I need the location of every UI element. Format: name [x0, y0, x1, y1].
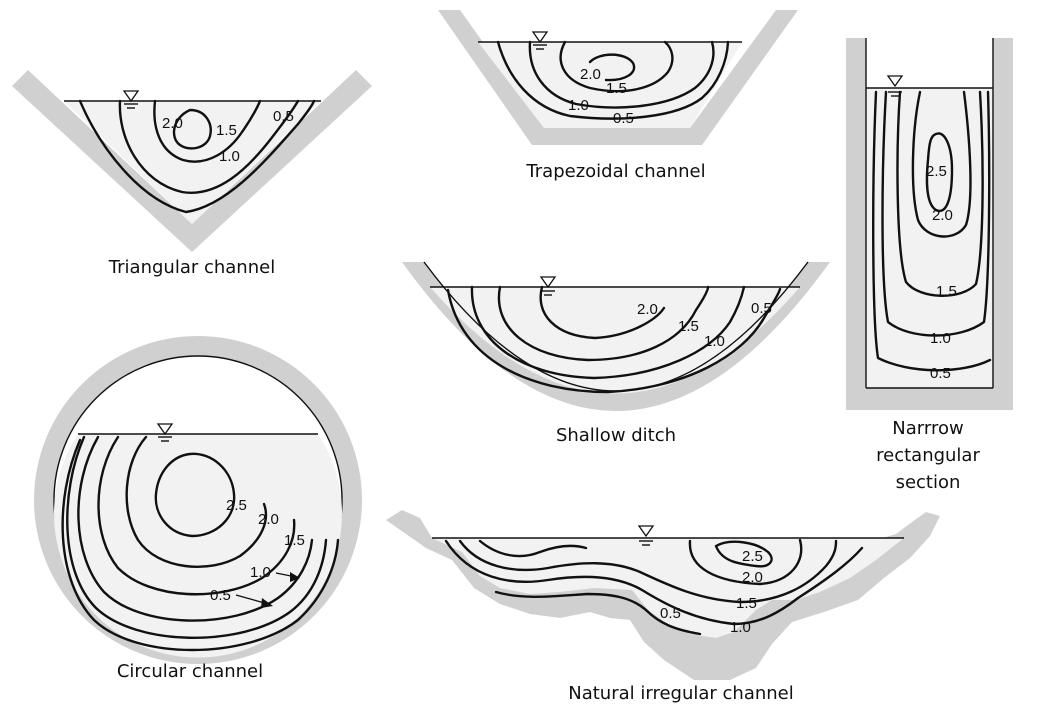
natural-label-1-0: 1.0: [730, 619, 751, 636]
trapezoidal-isovel-1-0: [528, 40, 715, 109]
narrow-isovel-0-5: [872, 90, 992, 372]
triangular-label-1-5: 1.5: [216, 122, 237, 139]
trapezoidal-label-1-5: 1.5: [606, 80, 627, 97]
narrow-caption-line-1: Narrrow: [892, 418, 963, 439]
shallow-caption: Shallow ditch: [556, 425, 676, 446]
triangular-isovel-1-0: [118, 99, 300, 194]
triangular-isovel-2-0: [172, 108, 212, 150]
water-level-icon: [886, 75, 904, 97]
narrow-isovel-2-5: [925, 132, 954, 213]
shallow-isovel-1-5: [497, 285, 710, 362]
triangular-channel: 2.0 1.5 1.0 0.5 Triangular channel: [12, 70, 372, 278]
trapezoidal-caption: Trapezoidal channel: [525, 161, 705, 182]
shallow-isovel-0-5: [446, 287, 782, 394]
trapezoidal-label-0-5: 0.5: [613, 110, 634, 127]
shallow-isovel-1-0: [470, 285, 746, 380]
trapezoidal-channel: 2.0 1.5 1.0 0.5 Trapezoidal channel: [438, 10, 798, 182]
trapezoidal-isovel-1-5: [559, 40, 674, 93]
narrow-rectangular-section: 2.5 2.0 1.5 1.0 0.5 Narrrow rectangular …: [846, 36, 1013, 493]
shallow-ditch: 2.0 1.5 1.0 0.5 Shallow ditch: [402, 261, 830, 446]
natural-isovel-0-5: [494, 590, 702, 636]
trapezoidal-label-2-0: 2.0: [580, 66, 601, 83]
circular-caption: Circular channel: [117, 661, 263, 682]
shallow-label-1-0: 1.0: [704, 333, 725, 350]
water-level-icon: [156, 423, 174, 442]
triangular-caption: Triangular channel: [108, 257, 275, 278]
natural-label-0-5: 0.5: [660, 605, 681, 622]
circular-isovel-outer: [61, 438, 340, 652]
water-level-icon: [122, 90, 140, 109]
narrow-label-1-5: 1.5: [936, 283, 957, 300]
triangular-label-2-0: 2.0: [162, 115, 183, 132]
trapezoidal-label-1-0: 1.0: [568, 97, 589, 114]
trapezoidal-isovel-0-5: [496, 40, 730, 120]
narrow-caption-line-2: rectangular: [876, 445, 980, 466]
narrow-section-water: [866, 88, 993, 388]
natural-isovel-2-0-b: [478, 539, 588, 558]
natural-channel-water: [432, 538, 904, 638]
narrow-label-2-0: 2.0: [932, 207, 953, 224]
narrow-label-0-5: 0.5: [930, 365, 951, 382]
narrow-label-2-5: 2.5: [926, 163, 947, 180]
triangular-isovel-0-5: [78, 99, 316, 214]
natural-isovel-2-0-a: [688, 538, 803, 586]
circular-isovel-1-5: [97, 435, 296, 596]
circular-label-2-0: 2.0: [258, 511, 279, 528]
triangular-isovel-1-5: [153, 99, 262, 163]
natural-label-2-5: 2.5: [742, 548, 763, 565]
shallow-label-2-0: 2.0: [637, 301, 658, 318]
narrow-isovel-1-5: [896, 90, 984, 297]
water-level-icon: [531, 31, 549, 50]
triangular-label-0-5: 0.5: [273, 108, 294, 125]
shallow-label-0-5: 0.5: [751, 300, 772, 317]
circular-isovel-2-5: [154, 452, 236, 538]
circular-label-1-5: 1.5: [284, 532, 305, 549]
circular-label-2-5: 2.5: [226, 497, 247, 514]
water-level-icon: [539, 276, 557, 296]
narrow-isovel-2-0: [911, 90, 972, 238]
circular-label-0-5: 0.5: [210, 587, 231, 604]
narrow-isovel-1-0: [881, 90, 991, 337]
circular-channel: 2.5 2.0 1.5 1.0 0.5 Circular channel: [34, 336, 362, 682]
water-level-icon: [637, 525, 655, 546]
natural-caption: Natural irregular channel: [568, 683, 794, 704]
natural-isovel-2-5: [714, 540, 773, 568]
narrow-section-top-opening: [866, 36, 993, 88]
natural-irregular-channel: 2.5 2.0 1.5 1.0 0.5 Natural irregular ch…: [386, 510, 940, 704]
shallow-isovel-2-0: [539, 285, 666, 340]
shallow-label-1-5: 1.5: [678, 318, 699, 335]
circular-isovel-2-0: [125, 435, 268, 568]
triangular-label-1-0: 1.0: [219, 148, 240, 165]
circular-label-1-0: 1.0: [250, 564, 271, 581]
circular-label-arrow-1-0: [275, 572, 300, 582]
natural-label-1-5: 1.5: [736, 595, 757, 612]
narrow-label-1-0: 1.0: [930, 330, 951, 347]
natural-isovel-1-0: [444, 539, 864, 626]
circular-isovel-1-0: [77, 435, 314, 622]
trapezoidal-channel-wall: [438, 10, 798, 145]
circular-isovel-0-5: [66, 435, 328, 639]
narrow-caption-line-3: section: [896, 472, 961, 493]
natural-channel-bank: [386, 510, 940, 680]
trapezoidal-isovel-2-0: [588, 53, 636, 82]
natural-label-2-0: 2.0: [742, 569, 763, 586]
circular-label-arrow-0-5: [235, 594, 273, 608]
natural-isovel-1-5: [458, 539, 838, 604]
shallow-ditch-wall: [402, 262, 830, 411]
